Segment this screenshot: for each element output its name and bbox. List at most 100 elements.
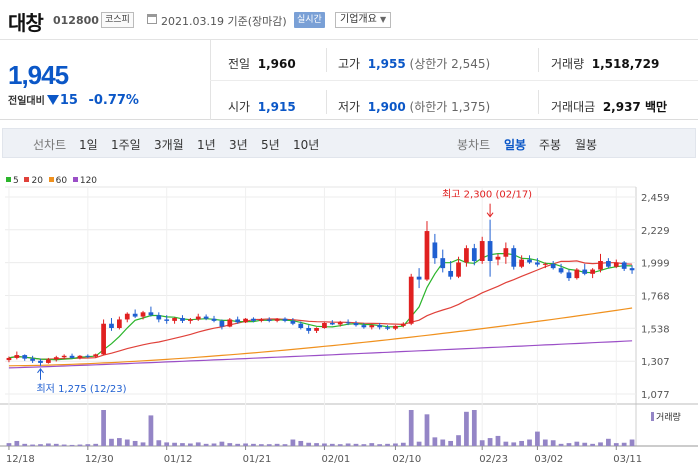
volume-bar bbox=[400, 442, 406, 446]
volume-bar bbox=[385, 443, 390, 446]
candle-body bbox=[385, 327, 390, 329]
candle-body bbox=[440, 258, 446, 269]
volume-bar bbox=[613, 443, 619, 446]
x-tick-label: 02/01 bbox=[321, 454, 350, 465]
legend-item: 5 bbox=[6, 176, 19, 186]
candle-body bbox=[38, 360, 43, 363]
min-annotation: 최저 1,275 (12/23) bbox=[36, 383, 126, 395]
x-tick-label: 03/11 bbox=[613, 454, 642, 465]
ma60-line bbox=[8, 307, 633, 367]
tab-10year[interactable]: 10년 bbox=[293, 138, 320, 152]
lower-limit: (하한가 1,375) bbox=[409, 100, 491, 114]
candle-body bbox=[448, 270, 454, 277]
volume-bar bbox=[456, 435, 461, 446]
company-info-dropdown[interactable]: 기업개요 ▼ bbox=[335, 12, 392, 28]
low-label: 저가 bbox=[338, 100, 361, 114]
candle-body bbox=[542, 263, 548, 265]
candle-body bbox=[519, 259, 524, 267]
amount-cell: 거래대금 2,937 백만 bbox=[551, 98, 667, 115]
volume-label: 거래량 bbox=[656, 411, 681, 423]
tab-candle-chart[interactable]: 봉차트 bbox=[457, 138, 491, 152]
volume-bar bbox=[606, 438, 611, 446]
y-tick-label: 1,307 bbox=[641, 357, 670, 368]
candle-body bbox=[203, 316, 209, 319]
candle-body bbox=[85, 355, 91, 357]
tab-5year[interactable]: 5년 bbox=[261, 138, 280, 152]
candle-body bbox=[377, 325, 383, 328]
volume-bar bbox=[148, 415, 154, 446]
divider bbox=[538, 48, 539, 72]
volume-bar bbox=[471, 410, 477, 446]
volume-bar bbox=[195, 442, 201, 446]
tab-daily[interactable]: 일봉 bbox=[504, 138, 527, 152]
y-tick-label: 1,999 bbox=[641, 259, 670, 270]
volume-bar bbox=[621, 442, 627, 446]
volume-bar bbox=[487, 438, 493, 446]
volume-bar bbox=[306, 442, 312, 446]
candle-body bbox=[393, 325, 398, 329]
volume-bar bbox=[22, 443, 28, 446]
candle-body bbox=[471, 248, 477, 262]
tab-3month[interactable]: 3개월 bbox=[154, 138, 184, 152]
volume-bar bbox=[361, 444, 367, 446]
volume-bar bbox=[369, 443, 375, 446]
volume-bar bbox=[416, 441, 422, 446]
reference-date: 2021.03.19 기준(장마감) bbox=[161, 15, 287, 28]
volume-bar bbox=[282, 444, 288, 446]
volume-bar bbox=[582, 442, 588, 446]
tab-monthly[interactable]: 월봉 bbox=[575, 138, 598, 152]
candle-body bbox=[408, 276, 414, 324]
company-info-label: 기업개요 bbox=[340, 14, 377, 25]
volume-bar bbox=[180, 443, 185, 446]
candle-body bbox=[132, 313, 138, 317]
tab-1year[interactable]: 1년 bbox=[197, 138, 216, 152]
realtime-button[interactable]: 실시간 bbox=[294, 12, 325, 28]
volume-bar bbox=[566, 443, 572, 446]
x-tick-label: 03/02 bbox=[534, 454, 563, 465]
volume-bar bbox=[345, 443, 351, 446]
candle-body bbox=[30, 358, 35, 361]
tab-1week[interactable]: 1주일 bbox=[111, 138, 141, 152]
volume-bar bbox=[519, 440, 524, 446]
candle-body bbox=[124, 313, 130, 320]
volume-bar bbox=[290, 439, 296, 446]
candle-body bbox=[6, 357, 12, 361]
price-change: 전일대비 15 -0.77% bbox=[8, 92, 139, 108]
x-tick-label: 02/23 bbox=[479, 454, 508, 465]
candle-body bbox=[322, 323, 327, 329]
candle-body bbox=[211, 318, 217, 321]
tab-1day[interactable]: 1일 bbox=[79, 138, 98, 152]
volume-bar bbox=[14, 440, 20, 446]
volume-bar bbox=[53, 443, 59, 446]
tab-weekly[interactable]: 주봉 bbox=[539, 138, 562, 152]
tab-line-chart[interactable]: 선차트 bbox=[33, 138, 67, 152]
x-tick-label: 01/21 bbox=[243, 454, 272, 465]
candle-body bbox=[535, 262, 540, 265]
divider bbox=[326, 48, 327, 72]
chevron-down-icon: ▼ bbox=[380, 15, 387, 24]
candle-body bbox=[574, 269, 580, 279]
candle-body bbox=[558, 268, 564, 273]
volume-bar bbox=[432, 437, 438, 446]
volume-bar bbox=[38, 444, 43, 446]
legend-item: 120 bbox=[72, 176, 97, 186]
volume-bar bbox=[227, 443, 233, 446]
candle-body bbox=[69, 355, 75, 358]
volume-bar bbox=[574, 441, 580, 446]
volume-bar bbox=[590, 443, 595, 446]
candle-body bbox=[22, 355, 28, 359]
open-label: 시가 bbox=[228, 100, 251, 114]
volume-bar bbox=[101, 410, 106, 446]
y-tick-label: 2,459 bbox=[641, 193, 670, 204]
tab-3year[interactable]: 3년 bbox=[229, 138, 248, 152]
x-tick-label: 02/10 bbox=[392, 454, 421, 465]
max-annotation: 최고 2,300 (02/17) bbox=[442, 189, 532, 201]
current-price: 1,945 bbox=[8, 60, 69, 90]
candlestick-chart: 2,459 2,229 1,999 1,768 1,538 1,307 1,077 12/18… bbox=[0, 186, 698, 465]
candle-body bbox=[109, 323, 114, 329]
candle-body bbox=[195, 316, 201, 320]
down-triangle-icon bbox=[46, 95, 59, 105]
volume-legend-swatch bbox=[651, 412, 654, 421]
ma5-line bbox=[8, 253, 633, 361]
candle-body bbox=[329, 323, 335, 325]
